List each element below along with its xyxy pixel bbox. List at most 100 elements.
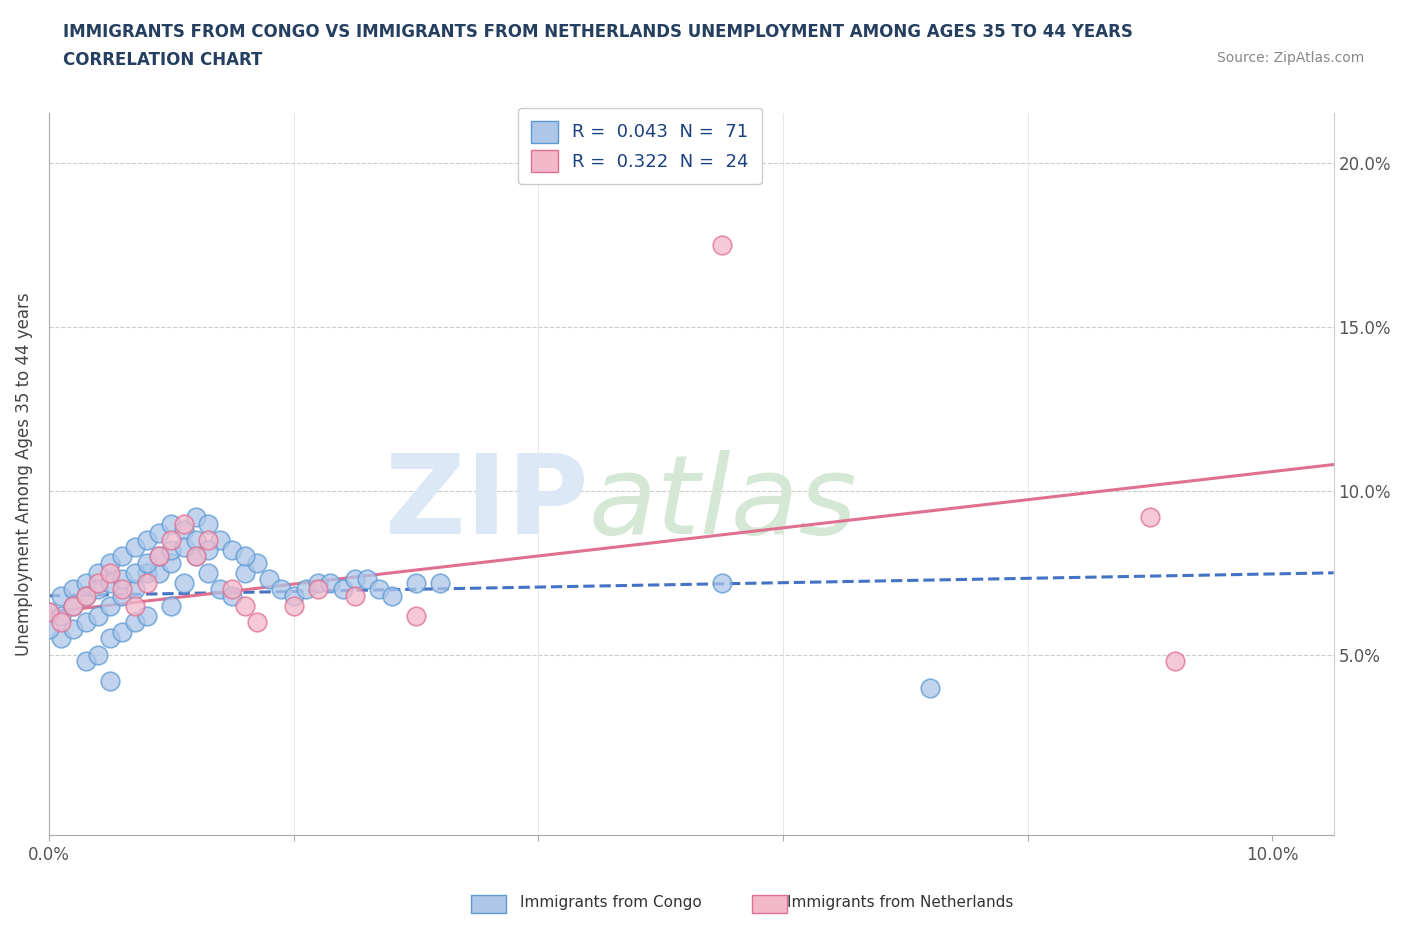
Point — [51, 631, 73, 646]
Point — [233, 549, 256, 564]
Point — [160, 542, 183, 557]
Point — [98, 598, 121, 613]
Point — [197, 542, 219, 557]
Text: Source: ZipAtlas.com: Source: ZipAtlas.com — [1216, 51, 1364, 65]
Point — [209, 582, 232, 597]
Text: atlas: atlas — [589, 450, 858, 557]
Point — [111, 624, 134, 639]
Point — [332, 582, 354, 597]
Point — [1163, 654, 1185, 669]
Point — [75, 589, 97, 604]
Point — [184, 549, 207, 564]
Point — [124, 598, 146, 613]
Point — [173, 576, 195, 591]
Point — [148, 549, 170, 564]
Point — [148, 549, 170, 564]
Point — [319, 576, 342, 591]
Point — [51, 608, 73, 623]
Point — [87, 565, 110, 580]
Point — [710, 576, 733, 591]
Point — [160, 555, 183, 570]
Point — [270, 582, 292, 597]
Point — [98, 565, 121, 580]
Point — [173, 516, 195, 531]
Point — [135, 576, 157, 591]
Point — [124, 615, 146, 630]
Text: ZIP: ZIP — [385, 450, 589, 557]
Point — [405, 608, 427, 623]
Point — [135, 565, 157, 580]
Point — [295, 582, 318, 597]
Point — [160, 516, 183, 531]
Point — [257, 572, 280, 587]
Text: Immigrants from Congo: Immigrants from Congo — [520, 895, 702, 910]
Point — [429, 576, 451, 591]
Point — [307, 576, 329, 591]
Point — [148, 526, 170, 541]
Point — [160, 533, 183, 548]
Point — [380, 589, 402, 604]
Point — [368, 582, 391, 597]
Point — [173, 523, 195, 538]
Point — [221, 542, 243, 557]
Point — [918, 680, 941, 695]
Point — [62, 598, 84, 613]
Point — [98, 576, 121, 591]
Point — [62, 621, 84, 636]
Point — [209, 533, 232, 548]
Point — [124, 539, 146, 554]
Point — [87, 576, 110, 591]
Point — [87, 582, 110, 597]
Point — [111, 582, 134, 597]
Point — [356, 572, 378, 587]
Point — [62, 598, 84, 613]
Point — [124, 565, 146, 580]
Text: IMMIGRANTS FROM CONGO VS IMMIGRANTS FROM NETHERLANDS UNEMPLOYMENT AMONG AGES 35 : IMMIGRANTS FROM CONGO VS IMMIGRANTS FROM… — [63, 23, 1133, 41]
Point — [87, 608, 110, 623]
Point — [98, 631, 121, 646]
Point — [111, 589, 134, 604]
Point — [98, 555, 121, 570]
Point — [75, 589, 97, 604]
Point — [135, 555, 157, 570]
Text: Immigrants from Netherlands: Immigrants from Netherlands — [787, 895, 1014, 910]
Point — [173, 539, 195, 554]
Point — [184, 510, 207, 525]
Point — [710, 237, 733, 252]
Point — [233, 565, 256, 580]
Point — [62, 582, 84, 597]
Point — [343, 589, 366, 604]
Point — [221, 589, 243, 604]
Point — [246, 555, 269, 570]
Point — [283, 589, 305, 604]
Point — [197, 533, 219, 548]
Point — [75, 654, 97, 669]
Point — [51, 589, 73, 604]
Point — [184, 533, 207, 548]
Point — [135, 608, 157, 623]
Point — [87, 647, 110, 662]
Point — [405, 576, 427, 591]
Point — [283, 598, 305, 613]
Legend: R =  0.043  N =  71, R =  0.322  N =  24: R = 0.043 N = 71, R = 0.322 N = 24 — [519, 108, 762, 184]
Point — [111, 549, 134, 564]
Point — [98, 673, 121, 688]
Point — [38, 604, 60, 619]
Point — [160, 598, 183, 613]
Point — [38, 621, 60, 636]
Point — [233, 598, 256, 613]
Y-axis label: Unemployment Among Ages 35 to 44 years: Unemployment Among Ages 35 to 44 years — [15, 293, 32, 657]
Point — [38, 604, 60, 619]
Point — [246, 615, 269, 630]
Point — [197, 565, 219, 580]
Point — [184, 549, 207, 564]
Text: CORRELATION CHART: CORRELATION CHART — [63, 51, 263, 69]
Point — [124, 582, 146, 597]
Point — [197, 516, 219, 531]
Point — [135, 533, 157, 548]
Point — [75, 615, 97, 630]
Point — [51, 615, 73, 630]
Point — [75, 576, 97, 591]
Point — [111, 572, 134, 587]
Point — [343, 572, 366, 587]
